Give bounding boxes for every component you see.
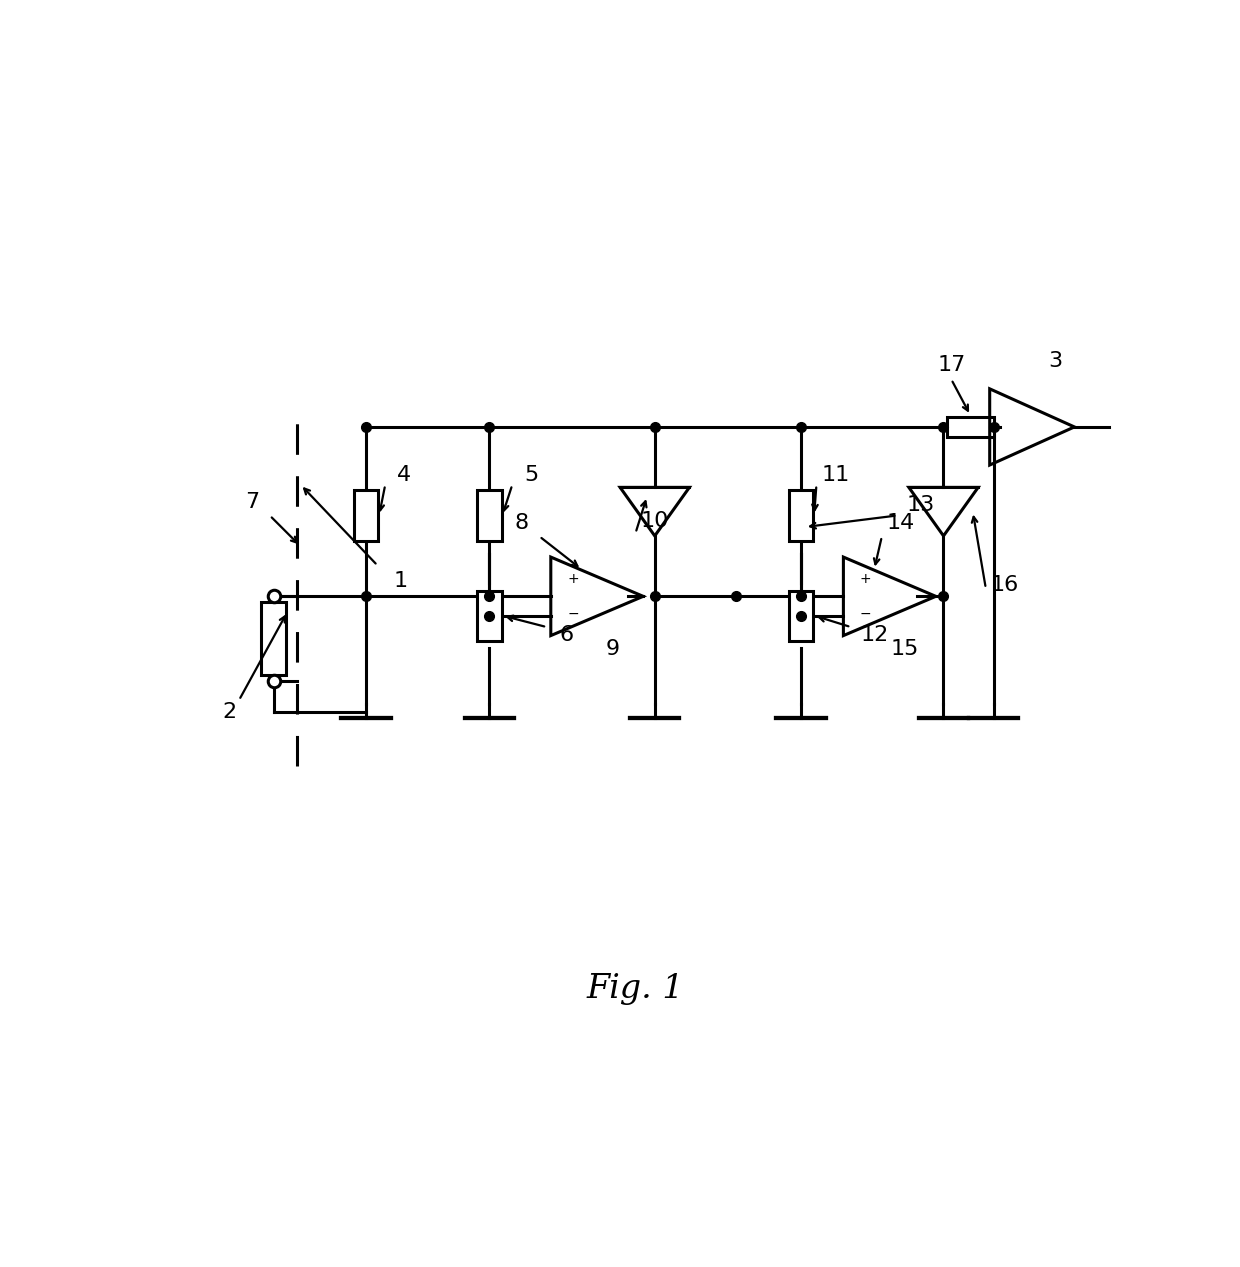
Text: 10: 10: [641, 511, 668, 531]
Text: 5: 5: [525, 465, 538, 485]
Text: 17: 17: [937, 355, 965, 375]
Text: 9: 9: [605, 640, 620, 659]
Text: +: +: [567, 571, 579, 585]
Text: −: −: [567, 607, 579, 621]
Text: 2: 2: [222, 702, 236, 722]
Bar: [353, 490, 378, 541]
Text: 8: 8: [515, 513, 528, 533]
Bar: [789, 490, 813, 541]
Text: 15: 15: [890, 640, 919, 659]
Text: 14: 14: [887, 513, 915, 533]
Text: 1: 1: [393, 571, 408, 590]
Text: 12: 12: [861, 625, 888, 645]
Bar: [477, 590, 501, 641]
Text: 11: 11: [822, 465, 849, 485]
Bar: [477, 490, 501, 541]
Text: 3: 3: [1048, 351, 1063, 371]
Text: 4: 4: [398, 465, 412, 485]
Bar: [947, 417, 993, 437]
Text: +: +: [859, 571, 872, 585]
Bar: [789, 590, 813, 641]
Text: 13: 13: [906, 495, 935, 516]
Text: 6: 6: [559, 625, 573, 645]
Text: 7: 7: [246, 493, 259, 512]
Bar: [262, 602, 286, 675]
Text: −: −: [859, 607, 872, 621]
Text: Fig. 1: Fig. 1: [587, 973, 684, 1005]
Text: 16: 16: [991, 575, 1019, 594]
